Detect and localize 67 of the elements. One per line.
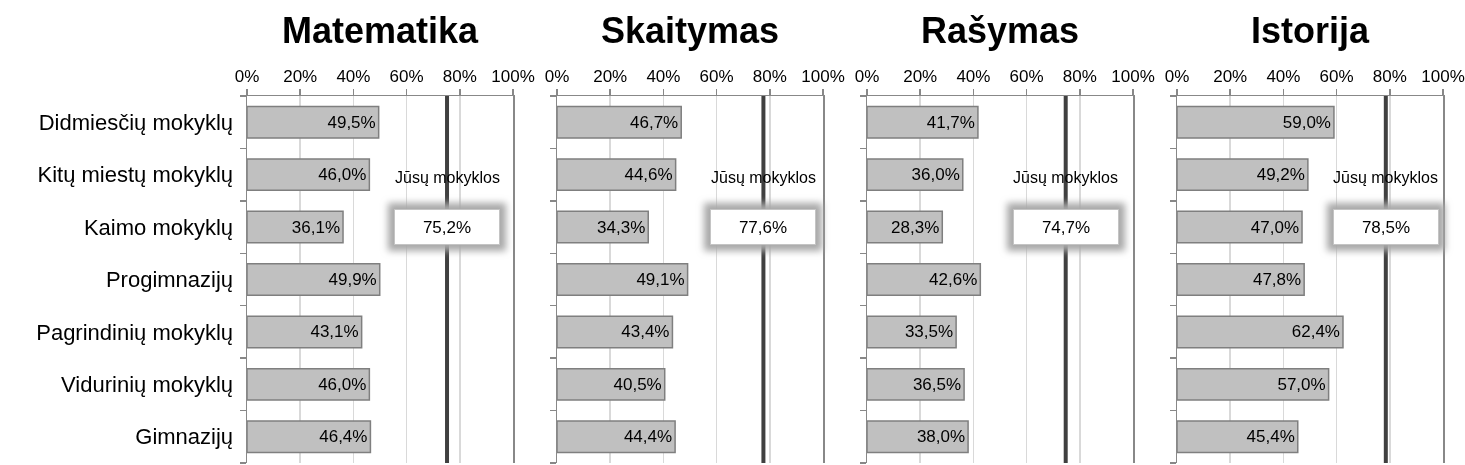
data-label: 46,0% <box>318 374 367 394</box>
y-tick-label: Progimnazijų <box>105 267 234 293</box>
x-tick-label: 60% <box>389 66 424 86</box>
x-tick-label: 40% <box>336 66 371 86</box>
x-tick-label: 100% <box>1111 66 1155 86</box>
annotation: 75,2% <box>422 217 472 237</box>
x-tick-label: 20% <box>903 66 938 86</box>
data-label: 47,0% <box>1250 217 1300 237</box>
y-tick-label: Pagrindinių mokyklų <box>36 319 234 345</box>
data-label: 46,0% <box>318 165 367 185</box>
data-label: 46,4% <box>319 427 368 447</box>
chart-title: Istorija <box>1250 9 1370 51</box>
x-tick-label: 0% <box>234 66 260 86</box>
data-label: 44,6% <box>624 165 673 185</box>
data-label: 59,0% <box>1282 112 1331 132</box>
x-tick-label: 100% <box>1421 66 1465 86</box>
data-label: 34,3% <box>597 217 646 237</box>
x-tick-label: 60% <box>1319 66 1354 86</box>
annotation: 77,6% <box>738 217 788 237</box>
x-tick-label: 100% <box>491 66 535 86</box>
data-label: 42,6% <box>929 270 978 289</box>
data-label: 49,2% <box>1256 165 1305 185</box>
data-label: 28,3% <box>891 217 940 237</box>
x-tick-label: 0% <box>854 66 880 86</box>
data-label: 36,0% <box>911 165 960 185</box>
x-tick-label: 80% <box>752 66 787 86</box>
data-label: 57,0% <box>1277 374 1326 394</box>
x-tick-label: 20% <box>1213 66 1248 86</box>
data-label: 49,1% <box>636 270 685 289</box>
data-label: 49,9% <box>328 270 377 289</box>
data-label: 44,4% <box>623 427 673 447</box>
y-tick-label: Gimnazijų <box>135 424 234 450</box>
x-tick-label: 0% <box>1164 66 1190 86</box>
y-tick-label: Kitų miestų mokyklų <box>37 162 234 188</box>
x-tick-label: 80% <box>1062 66 1097 86</box>
data-label: 36,5% <box>912 374 962 394</box>
x-tick-label: 80% <box>1372 66 1407 86</box>
x-tick-label: 20% <box>283 66 318 86</box>
annotation: 74,7% <box>1041 217 1091 237</box>
y-tick-label: Kaimo mokyklų <box>83 214 234 240</box>
chart-title: Skaitymas <box>600 9 780 51</box>
x-tick-label: 60% <box>1009 66 1044 86</box>
x-tick-label: 80% <box>442 66 477 86</box>
data-label: 46,7% <box>630 112 679 132</box>
x-tick-label: 60% <box>699 66 734 86</box>
data-label: 45,4% <box>1246 427 1295 447</box>
data-label: 40,5% <box>613 374 662 394</box>
chart-title: Rašymas <box>920 9 1080 51</box>
data-label: 33,5% <box>904 322 954 342</box>
x-tick-label: 0% <box>544 66 570 86</box>
data-label: 43,4% <box>621 322 670 342</box>
data-label: 49,5% <box>327 112 376 132</box>
x-tick-label: 100% <box>801 66 845 86</box>
data-label: 38,0% <box>916 427 966 447</box>
data-label: 41,7% <box>926 112 975 132</box>
x-tick-label: 40% <box>956 66 991 86</box>
y-tick-label: Vidurinių mokyklų <box>61 372 234 398</box>
data-label: 47,8% <box>1252 270 1302 289</box>
data-label: 36,1% <box>291 217 341 237</box>
data-label: 43,1% <box>310 322 359 342</box>
data-label: 62,4% <box>1291 322 1340 342</box>
x-tick-label: 40% <box>646 66 681 86</box>
annotation: 78,5% <box>1361 217 1411 237</box>
y-tick-label: Didmiesčių mokyklų <box>38 109 234 135</box>
chart-title: Matematika <box>281 9 480 51</box>
x-tick-label: 40% <box>1266 66 1301 86</box>
x-tick-label: 20% <box>593 66 628 86</box>
